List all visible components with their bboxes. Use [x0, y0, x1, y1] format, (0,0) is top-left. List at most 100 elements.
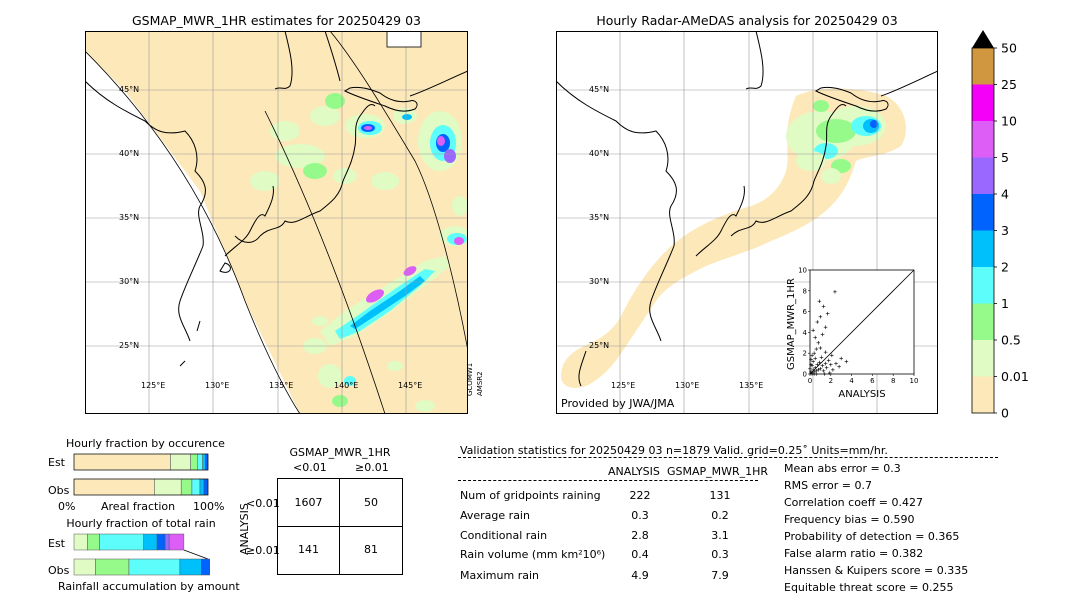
stat-row-label: Rain volume (mm km²10⁶) — [460, 548, 606, 561]
colorbar-segment — [972, 340, 994, 377]
scatter-ylabel: GSMAP_MWR_1HR — [786, 278, 797, 370]
scatter-point — [825, 311, 830, 316]
stacked-bar-segment — [73, 453, 171, 471]
scatter-x-tick: 10 — [910, 377, 918, 385]
stacked-bar-segment — [156, 533, 166, 551]
colorbar-label: 3 — [1001, 223, 1009, 238]
coastlines — [85, 31, 468, 367]
scatter-point — [814, 369, 819, 373]
stacked-bar-segment — [201, 558, 210, 576]
colorbar-segment — [972, 84, 994, 121]
occurrence-est-label: Est — [48, 456, 65, 469]
occurrence-tick-100: 100% — [193, 500, 225, 513]
scatter-point — [833, 290, 837, 294]
stacked-bar-segment — [73, 558, 96, 576]
colorbar-label: 0 — [1001, 406, 1009, 419]
contingency-row-2: ≥0.01 — [246, 544, 280, 557]
radar-rain — [786, 100, 886, 184]
stacked-bar-segment — [197, 453, 203, 471]
scatter-y-tick: 8 — [803, 287, 807, 295]
stacked-bar-segment — [202, 453, 206, 471]
colorbar-label: 2 — [1001, 260, 1009, 275]
scatter-point — [818, 346, 823, 350]
colorbar-segment — [972, 48, 994, 85]
stacked-bar-segment — [190, 453, 198, 471]
stacked-bar-segment — [180, 478, 193, 496]
colorbar-segment — [972, 194, 994, 231]
score-line: Hanssen & Kuipers score = 0.335 — [784, 564, 969, 577]
scatter-point — [827, 371, 832, 375]
scatter-point — [813, 335, 817, 340]
total-rain-chart-title: Hourly fraction of total rain — [66, 517, 216, 530]
scatter-point — [837, 364, 841, 369]
cell-miss: 141 — [298, 543, 319, 556]
scatter-point — [816, 341, 821, 345]
cell-hit: 81 — [364, 543, 378, 556]
stacked-bar-segment — [73, 478, 155, 496]
total-rain-obs-label: Obs — [48, 564, 70, 577]
scatter-point — [823, 361, 828, 366]
contingency-col-1: <0.01 — [293, 461, 327, 474]
total-rain-bars — [73, 533, 210, 576]
stacked-bar-segment — [179, 558, 202, 576]
validation-col-gsmap: GSMAP_MWR_1HR — [667, 465, 769, 478]
lat-label-40: 40°N — [119, 149, 140, 158]
scatter-point — [811, 368, 815, 372]
colorbar-label: 4 — [1001, 187, 1009, 202]
lon-label-145: 145°E — [398, 381, 423, 390]
scatter-point — [834, 361, 838, 366]
scatter-y-tick: 0 — [803, 371, 807, 379]
scatter-point — [820, 332, 825, 337]
bar-frame — [73, 453, 209, 471]
scatter-point — [815, 320, 820, 324]
scatter-point — [839, 356, 843, 361]
lat-label-35-right: 35°N — [589, 213, 610, 222]
satellite-label-1: GCOMW1 — [466, 362, 474, 396]
validation-header: Validation statistics for 20250429 03 n=… — [460, 444, 888, 457]
validation-col-analysis: ANALYSIS — [608, 465, 660, 478]
scatter-point — [826, 358, 831, 363]
score-line: Correlation coeff = 0.427 — [784, 496, 923, 509]
scatter-x-tick: 6 — [870, 377, 875, 385]
scatter-point — [814, 347, 819, 351]
stacked-bar-segment — [199, 478, 205, 496]
stat-row-gsmap: 7.9 — [711, 569, 729, 582]
lon-label-130-right: 130°E — [675, 381, 700, 390]
colorbar-label: 1 — [1001, 296, 1009, 311]
contingency-grid: 1607 50 141 81 — [277, 478, 403, 575]
lon-label-140: 140°E — [334, 381, 359, 390]
stat-row-label: Maximum rain — [460, 569, 539, 582]
occurrence-obs-label: Obs — [48, 484, 70, 497]
contingency-title: GSMAP_MWR_1HR — [289, 446, 391, 459]
scatter-xlabel: ANALYSIS — [838, 389, 886, 400]
stat-row-analysis: 0.4 — [631, 548, 649, 561]
colorbar-label: 0.01 — [1001, 369, 1029, 384]
stat-row-analysis: 4.9 — [631, 569, 649, 582]
stat-row-analysis: 0.3 — [631, 509, 649, 522]
grid-lines-right — [556, 31, 938, 414]
contingency-row-1: <0.01 — [246, 497, 280, 510]
lat-label-25-right: 25°N — [589, 341, 610, 350]
scatter-point — [813, 365, 817, 370]
scatter-point — [818, 315, 823, 319]
colorbar-segment — [972, 267, 994, 304]
cell-hit-none: 1607 — [294, 496, 323, 509]
occurrence-chart-title: Hourly fraction by occurence — [66, 437, 225, 450]
stat-row-label: Average rain — [460, 509, 530, 522]
left-map-title: GSMAP_MWR_1HR estimates for 20250429 03 — [132, 13, 421, 28]
scatter-point — [821, 304, 826, 309]
stacked-bar-segment — [143, 533, 158, 551]
left-map — [85, 31, 468, 414]
colorbar: 50 25 10 5 4 3 2 1 0.5 0.01 0 — [971, 30, 1029, 419]
stat-row-gsmap: 131 — [709, 489, 731, 502]
bar-connector — [183, 549, 209, 560]
lon-label-135-right: 135°E — [739, 381, 764, 390]
lat-label-30-right: 30°N — [589, 277, 610, 286]
validation-divider — [458, 457, 998, 458]
stat-row-label: Num of gridpoints raining — [460, 489, 601, 502]
lon-label-135: 135°E — [269, 381, 294, 390]
stacked-bar-segment — [128, 558, 181, 576]
lat-label-35: 35°N — [119, 213, 140, 222]
stat-row-gsmap: 3.1 — [711, 529, 729, 542]
scatter-point — [811, 359, 815, 364]
